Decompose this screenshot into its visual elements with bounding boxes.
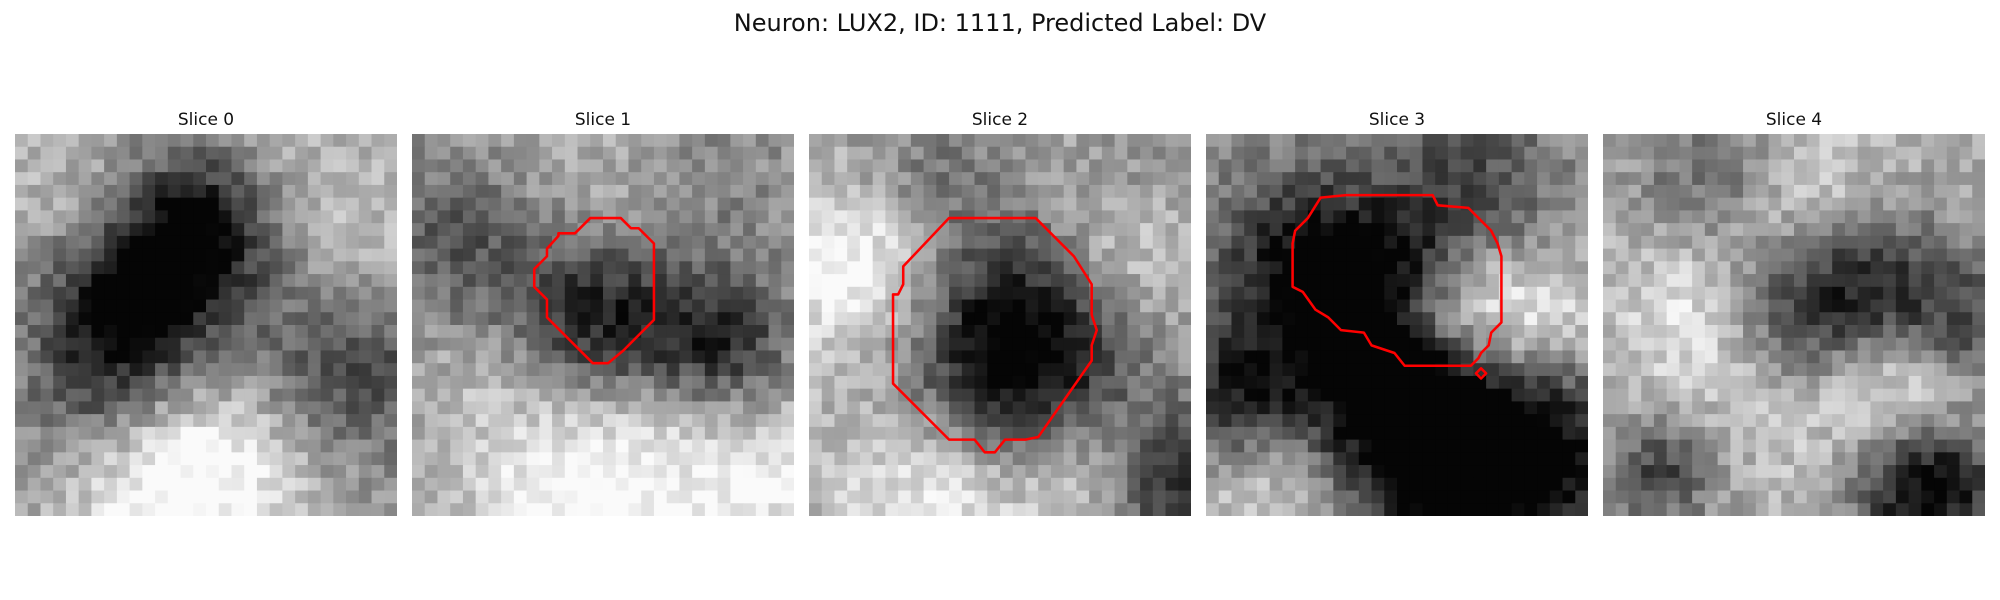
slice-image-1	[412, 134, 794, 516]
slice-image-3	[1206, 134, 1588, 516]
pixel-grid	[809, 134, 1191, 516]
slice-image-2	[809, 134, 1191, 516]
pixel-grid	[1206, 134, 1588, 516]
slice-image-4	[1603, 134, 1985, 516]
slice-title-2: Slice 2	[809, 108, 1191, 132]
pixel-grid	[412, 134, 794, 516]
pixel-grid	[15, 134, 397, 516]
figure-title: Neuron: LUX2, ID: 1111, Predicted Label:…	[0, 6, 2000, 40]
slice-title-0: Slice 0	[15, 108, 397, 132]
slice-title-1: Slice 1	[412, 108, 794, 132]
slice-title-4: Slice 4	[1603, 108, 1985, 132]
slice-title-3: Slice 3	[1206, 108, 1588, 132]
pixel-grid	[1603, 134, 1985, 516]
slice-image-0	[15, 134, 397, 516]
